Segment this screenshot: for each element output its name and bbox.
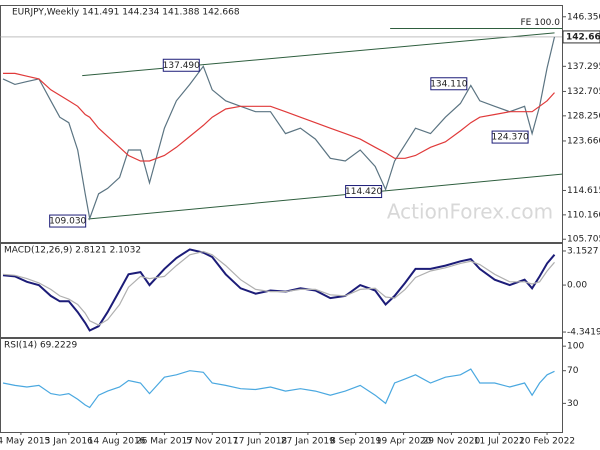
watermark: ActionForex.com [387, 200, 553, 224]
y-tick-label: 105.705 [567, 235, 600, 245]
x-tick-label: 24 May 2015 [0, 437, 50, 447]
trendline [82, 32, 555, 77]
x-tick-label: 17 Jun 2018 [233, 437, 287, 447]
y-tick-label: 114.615 [567, 186, 600, 196]
x-tick-label: 8 Sep 2019 [330, 437, 382, 447]
annotation-box [162, 58, 200, 72]
x-tick-label: 14 Aug 2016 [88, 437, 146, 447]
x-tick-label: 19 Apr 2020 [376, 437, 432, 447]
series-line [2, 368, 555, 409]
y-tick-label: 0.00 [567, 281, 587, 291]
x-tick-label: 27 Jan 2019 [281, 437, 335, 447]
panel-frame [0, 243, 563, 338]
annotation-box [49, 214, 87, 228]
panel-title: EURJPY,Weekly 141.491 144.234 141.388 14… [12, 8, 240, 18]
x-tick-label: 3 Jan 2016 [45, 437, 93, 447]
series-line [2, 248, 556, 332]
annotation-label: 109.030 [49, 217, 86, 227]
annotation-box [430, 77, 468, 91]
annotation-box [345, 185, 383, 199]
y-tick-label: 110.160 [567, 210, 600, 220]
y-tick-label: 137.295 [567, 62, 600, 72]
panel-title: RSI(14) 69.2229 [4, 341, 77, 351]
series-line [2, 250, 555, 326]
x-tick-label: 11 Jul 2021 [474, 437, 525, 447]
annotation-label: 124.370 [491, 133, 528, 143]
y-tick-label: 70 [567, 366, 579, 376]
last-price-box [562, 30, 600, 44]
x-tick-label: 26 Mar 2017 [136, 437, 193, 447]
annotation-label: 137.490 [163, 61, 200, 71]
series-line [2, 36, 556, 221]
y-tick-label: 128.250 [567, 111, 600, 121]
annotation-label: 134.110 [430, 79, 467, 89]
x-tick-label: 29 Nov 2020 [423, 437, 481, 447]
annotation-box [491, 130, 529, 144]
annotation-label: 114.420 [345, 187, 382, 197]
last-price-label: 142.668 [566, 32, 600, 42]
series-line [3, 72, 555, 162]
y-tick-label: 123.660 [567, 136, 600, 146]
panel-title: MACD(12,26,9) 2.8121 2.1032 [4, 246, 141, 256]
trendline [88, 173, 563, 220]
x-tick-label: 20 Feb 2022 [519, 437, 575, 447]
y-tick-label: 3.1527 [567, 246, 599, 256]
y-tick-label: 30 [567, 399, 579, 409]
trendline-label: FE 100.0 [521, 18, 561, 28]
panel-frame [0, 338, 563, 433]
x-tick-label: 5 Nov 2017 [186, 437, 238, 447]
y-tick-label: -4.3419 [567, 328, 600, 338]
y-tick-label: 132.705 [567, 87, 600, 97]
y-tick-label: 146.350 [567, 12, 600, 22]
panel-frame [0, 5, 563, 243]
y-tick-label: 100 [567, 342, 584, 352]
